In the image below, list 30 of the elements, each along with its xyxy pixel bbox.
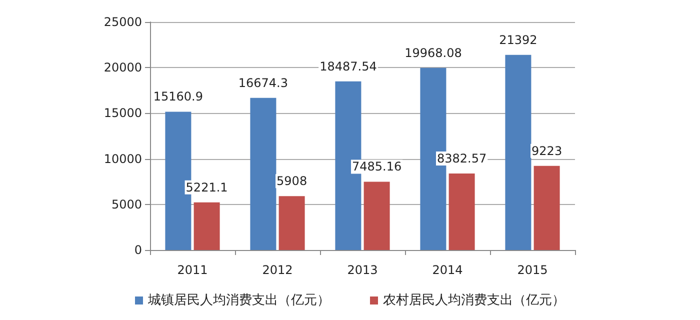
data-label: 16674.3: [238, 76, 288, 90]
bar: [194, 202, 220, 250]
data-label: 9223: [532, 144, 562, 158]
data-label: 8382.57: [436, 152, 487, 166]
x-tick-label: 2012: [262, 263, 293, 277]
y-tick-label: 20000: [104, 60, 142, 75]
bar: [278, 196, 305, 250]
bar: [364, 182, 390, 250]
data-label: 5221.1: [186, 180, 228, 194]
y-tick-label: 25000: [104, 15, 142, 29]
bar: [250, 98, 276, 250]
x-tick-label: 2015: [517, 263, 548, 277]
legend-label: 城镇居民人均消费支出（亿元）: [147, 293, 330, 308]
y-tick-label: 15000: [104, 106, 142, 120]
data-label: 19968.08: [404, 46, 462, 60]
x-tick-label: 2013: [347, 263, 378, 277]
data-label: 18487.54: [320, 59, 377, 74]
legend-label: 农村居民人均消费支出（亿元）: [383, 293, 565, 308]
x-tick-label: 2011: [177, 263, 208, 277]
data-label: 15160.9: [153, 90, 204, 104]
bar: [534, 166, 560, 250]
y-tick-label: 0: [134, 243, 142, 257]
data-label: 7485.16: [352, 160, 402, 174]
data-label: 21392: [499, 32, 538, 47]
bar: [505, 54, 532, 250]
bar: [448, 174, 475, 250]
data-label: 5908: [276, 174, 308, 188]
y-tick-label: 10000: [104, 152, 142, 166]
y-tick-label: 5000: [111, 197, 142, 212]
x-tick-label: 2014: [432, 263, 463, 277]
